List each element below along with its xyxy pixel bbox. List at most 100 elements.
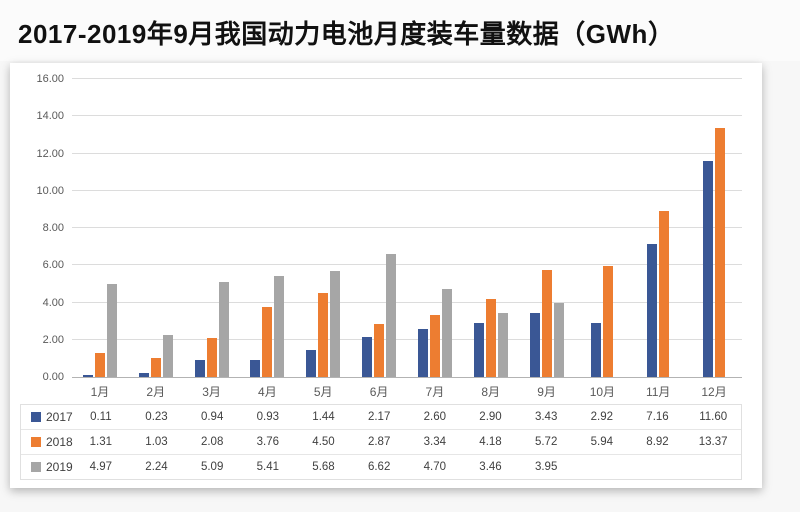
bar-2019-5月 [330,271,341,377]
value-cell: 4.70 [423,461,447,473]
bar-group [239,79,295,377]
bar-group [72,79,128,377]
plot-area: 0.00 2.00 4.00 6.00 8.00 10.00 12.00 14.00 16.00 [36,73,742,383]
y-axis-tick-label: 10.00 [36,184,64,197]
value-cell: 13.37 [698,436,728,448]
bar-2018-10月 [603,266,614,377]
value-cell: 5.94 [590,436,614,448]
value-cell: 2.24 [145,461,168,473]
gridline [72,301,742,303]
x-axis-tick-label: 1月 [90,385,110,399]
y-axis-tick-label: 6.00 [42,259,64,272]
bar-group [128,79,184,377]
legend-label-2018: 2018 [46,435,73,449]
bar-group [519,79,575,377]
legend-swatch-2019 [31,462,41,472]
data-table: 2017 0.11 0.23 0.94 0.93 1.44 2.17 2.60 2.90 3.43… [20,404,742,480]
value-cell: 1.31 [89,436,113,448]
legend-label-2019: 2019 [46,460,73,474]
legend-cell-2017: 2017 [21,410,73,424]
gridline [72,115,742,117]
bar-group [463,79,519,377]
bar-2017-12月 [703,160,714,377]
bar-2019-8月 [497,312,508,377]
bar-group [686,79,742,377]
value-cell: 2.90 [479,411,502,423]
legend-cell-2019: 2019 [21,460,73,474]
bar-2019-1月 [106,284,117,377]
value-cell: 1.03 [145,436,168,448]
bar-2018-6月 [374,323,385,377]
bar-2018-7月 [429,314,440,377]
bar-2017-8月 [473,323,484,377]
value-cell: 0.93 [256,411,280,423]
value-cell: 3.34 [423,436,447,448]
bar-2018-1月 [94,352,105,377]
value-cell: 2.87 [367,436,391,448]
value-cell: 5.68 [312,461,335,473]
value-cell: 3.76 [256,436,280,448]
table-row-2018: 2018 1.31 1.03 2.08 3.76 4.50 2.87 3.34 4.18 5.72… [21,430,741,455]
bar-2018-2月 [150,357,161,377]
gridline [72,227,742,228]
value-cell: 3.46 [479,461,502,473]
legend-cell-2018: 2018 [21,435,73,449]
bar-2018-5月 [318,293,329,377]
x-axis-tick-label: 6月 [369,385,389,399]
bar-2017-4月 [250,359,261,377]
value-cell: 3.43 [534,411,558,423]
gridline [72,152,742,154]
bar-2019-2月 [162,335,173,377]
bar-group [407,79,463,377]
table-row-2019: 2019 4.97 2.24 5.09 5.41 5.68 6.62 4.70 3.46 3.95 [21,455,741,479]
bar-group [574,79,630,377]
y-axis-tick-label: 4.00 [42,296,64,309]
value-cell: 0.23 [145,411,168,423]
x-axis-tick-label: 12月 [701,385,727,399]
x-axis-tick-label: 10月 [589,385,616,399]
bar-2018-3月 [206,338,217,377]
x-axis-tick-label: 5月 [313,385,333,399]
value-cell: 8.92 [646,436,669,448]
value-cell: 5.41 [256,461,280,473]
table-row-2017: 2017 0.11 0.23 0.94 0.93 1.44 2.17 2.60 2.90 3.43… [21,405,741,430]
value-cell: 3.95 [534,461,558,473]
value-cell: 5.09 [200,461,224,473]
x-axis: 1月 2月 3月 4月 5月 6月 7月 8月 9月 10月 11月 12月 [72,378,742,404]
gridline [72,264,742,266]
bar-2019-9月 [553,303,564,377]
bar-2019-4月 [274,276,285,377]
chart-title: 2017-2019年9月我国动力电池月度装车量数据（GWh） [0,0,800,61]
x-axis-tick-label: 4月 [258,385,277,399]
y-axis-tick-label: 0.00 [42,371,64,383]
bar-2017-10月 [591,322,602,377]
bar-2018-11月 [659,210,670,377]
value-cell: 0.11 [90,411,112,423]
bar-2017-1月 [82,374,93,377]
value-cell: 4.18 [479,436,502,448]
value-cell: 2.17 [367,411,391,423]
x-axis-tick-label: 11月 [645,385,671,399]
bar-2017-5月 [306,350,317,377]
value-cell: 0.94 [200,411,224,423]
chart-card: 0.00 2.00 4.00 6.00 8.00 10.00 12.00 14.00 16.00… [10,63,762,488]
y-axis-tick-label: 8.00 [42,222,64,234]
x-axis-tick-label: 2月 [146,385,166,399]
bar-2017-3月 [194,359,205,377]
bar-2019-3月 [218,282,229,377]
x-axis-tick-label: 7月 [425,385,445,399]
bar-group [295,79,351,377]
x-axis-tick-label: 8月 [481,385,501,399]
bar-2017-7月 [417,328,428,377]
bar-2017-11月 [647,243,658,377]
bar-2019-7月 [441,289,452,377]
bar-groups [72,79,742,377]
value-cell: 5.72 [534,436,558,448]
bar-group [351,79,407,377]
legend-label-2017: 2017 [46,410,73,424]
y-axis-tick-label: 2.00 [42,333,64,346]
bar-2017-2月 [138,372,149,377]
value-cell: 4.50 [312,436,335,448]
gridline [72,338,742,340]
value-cell: 7.16 [646,411,669,423]
